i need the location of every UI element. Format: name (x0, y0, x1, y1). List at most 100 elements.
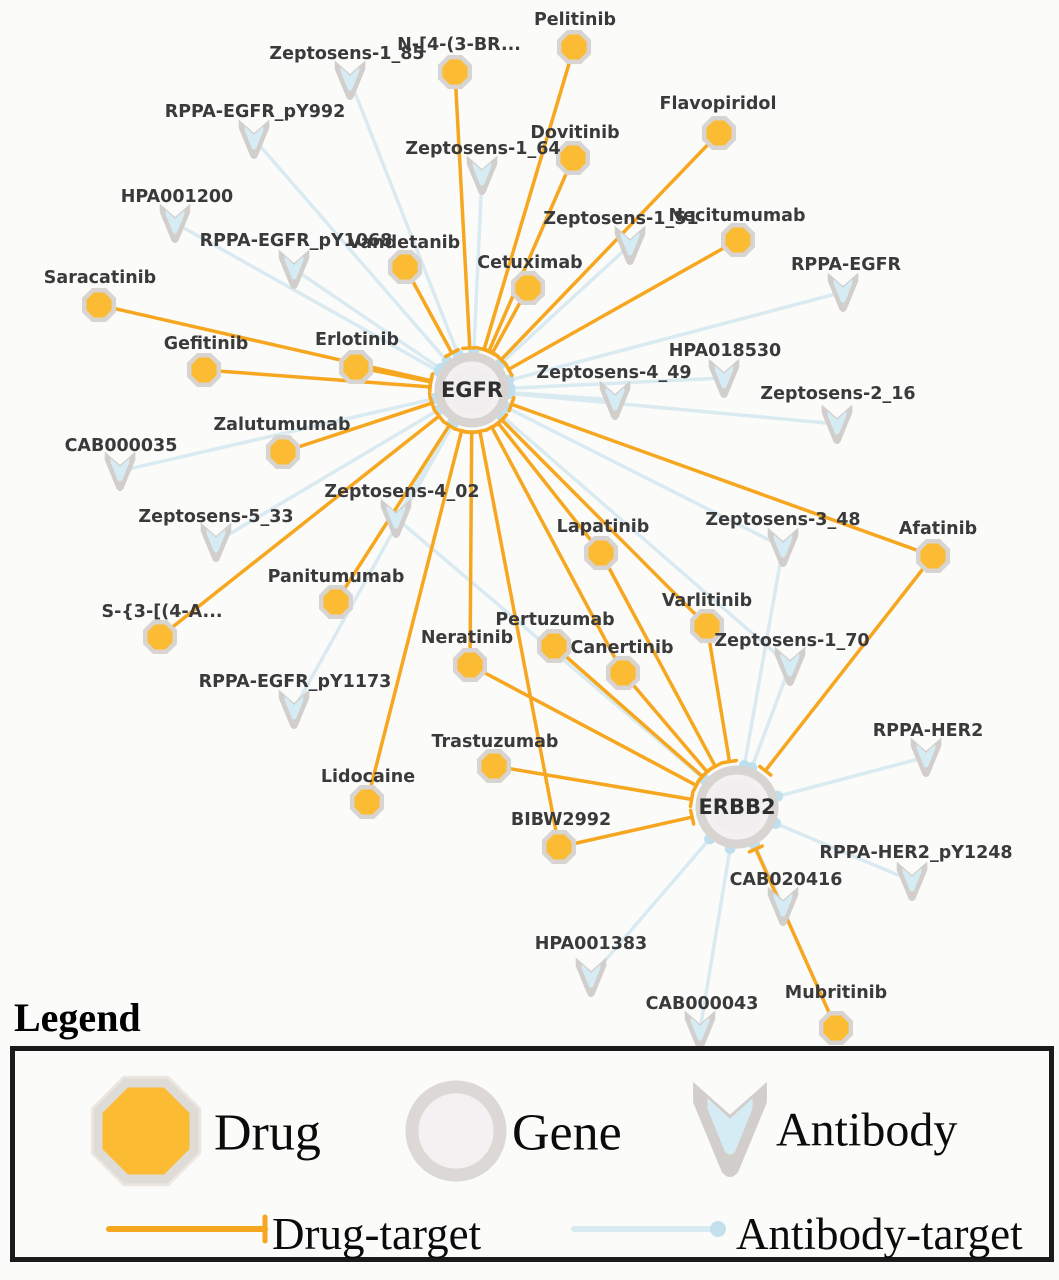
drug-node[interactable] (338, 349, 374, 385)
antibody-node[interactable] (238, 119, 270, 159)
antibody-node[interactable] (278, 689, 310, 729)
drug-node[interactable] (142, 619, 178, 655)
antibody-node[interactable] (200, 522, 232, 562)
drug-node[interactable] (81, 287, 117, 323)
antibody-label: HPA018530 (669, 341, 781, 361)
drug-node[interactable] (536, 628, 572, 664)
drug-node[interactable] (349, 784, 385, 820)
drug-node[interactable] (476, 748, 512, 784)
drug-node[interactable] (437, 54, 473, 90)
antibody-node[interactable] (159, 203, 191, 243)
drug-target-edge (705, 625, 739, 765)
drug-label: Canertinib (571, 638, 674, 658)
drug-label: Trastuzumab (432, 732, 559, 752)
antibody-target-edge (738, 546, 785, 772)
gene-node[interactable]: EGFR (434, 352, 510, 428)
antibody-node[interactable] (910, 737, 942, 777)
drug-target-edge (758, 554, 935, 777)
antibody-node[interactable] (380, 498, 412, 538)
drug-target-edge (621, 671, 715, 779)
antibody-label: CAB000043 (646, 994, 759, 1014)
antibody-label: HPA001383 (535, 934, 647, 954)
antibody-label: Zeptosens-3_48 (705, 510, 860, 530)
antibody-chevron-icon (693, 1081, 767, 1178)
antibody-node[interactable] (774, 646, 806, 686)
antibody-node[interactable] (708, 358, 740, 398)
drug-octagon-icon (90, 1075, 202, 1187)
antibody-node[interactable] (334, 60, 366, 100)
drug-target-edge (475, 46, 576, 354)
drug-node[interactable] (720, 222, 756, 258)
drug-node[interactable] (915, 538, 951, 574)
drug-target-line-icon (106, 1214, 268, 1244)
drug-target-edge (493, 764, 695, 808)
drug-node[interactable] (387, 249, 423, 285)
antibody-target-edge (772, 755, 927, 802)
drug-node[interactable] (265, 434, 301, 470)
drug-node[interactable] (510, 270, 546, 306)
drug-node[interactable] (318, 584, 354, 620)
drug-target-edge (503, 238, 739, 378)
antibody-node[interactable] (599, 380, 631, 420)
drug-label: Pelitinib (534, 10, 616, 30)
antibody-label: RPPA-EGFR_pY992 (165, 102, 346, 122)
gene-label: EGFR (441, 378, 503, 402)
antibody-node[interactable] (575, 957, 607, 997)
antibody-target-edge (292, 417, 459, 710)
drug-node[interactable] (689, 608, 725, 644)
drug-label: Zalutumumab (213, 415, 350, 435)
antibody-node[interactable] (684, 1010, 716, 1050)
gene-circle-icon (405, 1080, 507, 1182)
legend-antibody-target-label: Antibody-target (736, 1209, 1023, 1259)
node-labels: Zeptosens-1_85 RPPA-EGFR_pY992 HPA001200 RP… (44, 10, 1013, 1014)
nodes: EGFR ERBB2 (81, 29, 951, 1050)
antibody-label: RPPA-EGFR_pY1068 (200, 231, 393, 251)
antibody-label: Zeptosens-1_64 (405, 139, 560, 159)
drug-label: Vandetanib (348, 233, 460, 253)
antibody-node[interactable] (104, 451, 136, 491)
drug-label: BIBW2992 (511, 810, 611, 830)
drug-target-edge (507, 395, 934, 558)
drug-node[interactable] (452, 647, 488, 683)
legend-title: Legend (14, 995, 141, 1040)
legend-antibody-label: Antibody (776, 1103, 958, 1157)
drug-node[interactable] (818, 1010, 854, 1046)
drug-node[interactable] (541, 829, 577, 865)
drug-target-edge (282, 394, 437, 454)
drug-node[interactable] (555, 140, 591, 176)
antibody-node[interactable] (466, 155, 498, 195)
legend-gene-label: Gene (512, 1104, 622, 1162)
antibody-node[interactable] (767, 527, 799, 567)
antibody-node[interactable] (614, 225, 646, 265)
antibody-label: Zeptosens-2_16 (760, 384, 915, 404)
antibody-node[interactable] (896, 861, 928, 901)
drug-node[interactable] (186, 352, 222, 388)
drug-node[interactable] (605, 655, 641, 691)
drug-label: Lidocaine (321, 767, 415, 787)
antibody-label: Zeptosens-4_49 (536, 363, 691, 383)
antibody-node[interactable] (767, 886, 799, 926)
antibody-node[interactable] (278, 249, 310, 289)
drug-node[interactable] (556, 29, 592, 65)
drug-label: Lapatinib (557, 517, 650, 537)
drug-node[interactable] (583, 535, 619, 571)
antibody-label: Zeptosens-1_85 (269, 44, 424, 64)
antibody-node[interactable] (821, 404, 853, 444)
drug-label: Dovitinib (530, 123, 619, 143)
gene-node[interactable]: ERBB2 (695, 765, 779, 849)
drug-label: Saracatinib (44, 268, 156, 288)
drug-target-edge (471, 428, 561, 848)
drug-target-edge (453, 71, 479, 351)
drug-label: Necitumumab (669, 206, 806, 226)
drug-node[interactable] (701, 115, 737, 151)
antibody-label: Zeptosens-5_33 (138, 507, 293, 527)
antibody-node[interactable] (827, 272, 859, 312)
drug-target-edge (747, 844, 838, 1029)
antibody-label: CAB000035 (65, 436, 178, 456)
antibody-target-line-icon (571, 1221, 726, 1237)
drug-target-edge (494, 131, 721, 367)
drug-label: Flavopiridol (660, 94, 777, 114)
drug-label: Mubritinib (785, 983, 887, 1003)
